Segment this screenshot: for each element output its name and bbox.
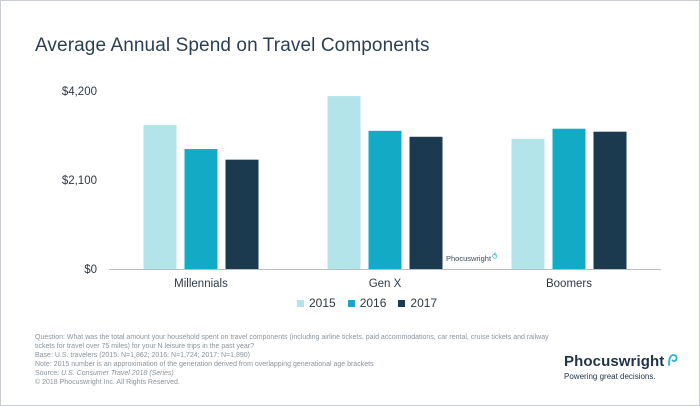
watermark-hook-icon: ⥀	[492, 252, 498, 261]
legend-label: 2016	[359, 296, 387, 310]
legend-item: 2017	[398, 296, 437, 310]
bar-millennials-2015	[143, 124, 177, 270]
category-label: Boomers	[546, 278, 592, 290]
brand-name: Phocuswright	[564, 353, 665, 370]
category-label: Gen X	[369, 278, 402, 290]
legend-swatch	[297, 299, 304, 307]
bar-boomers-2017	[593, 131, 627, 269]
legend-swatch	[347, 299, 355, 307]
bar-millennials-2016	[184, 149, 218, 269]
footnotes: Question: What was the total amount your…	[35, 334, 565, 387]
y-tick-label: $4,200	[62, 86, 97, 98]
legend-item: 2016	[347, 296, 387, 310]
source-prefix: Source:	[35, 369, 62, 377]
y-tick-label: $2,100	[62, 175, 97, 187]
y-axis-labels: $0 $2,100 $4,200	[62, 86, 97, 276]
generation-note: Note: 2015 number is an approximation of…	[35, 360, 374, 368]
question-note: Question: What was the total amount your…	[35, 334, 549, 350]
bar-gen-x-2017	[409, 136, 443, 269]
bar-gen-x-2015	[327, 96, 361, 269]
bar-chart: $0 $2,100 $4,200 Millennials Gen X Boomers	[62, 86, 661, 290]
brand-logo: Phocuswright Powering great decisions.	[564, 353, 678, 381]
bar-boomers-2016	[552, 128, 586, 269]
legend-label: 2017	[410, 296, 438, 310]
watermark-text: Phocuswright	[446, 254, 492, 263]
chart-watermark: Phocuswright ⥀	[446, 252, 498, 264]
legend-item: 2015	[297, 296, 336, 310]
copyright-note: © 2018 Phocuswright Inc. All Rights Rese…	[35, 378, 180, 386]
category-label: Millennials	[174, 278, 228, 290]
source-note: Source: U.S. Consumer Travel 2018 (Serie…	[35, 370, 565, 379]
bars	[143, 96, 627, 270]
legend-swatch	[398, 299, 406, 307]
base-note: Base: U.S. travelers (2015: N=1,862; 201…	[35, 351, 250, 359]
source-title: U.S. Consumer Travel 2018 (Series)	[61, 369, 174, 377]
chart-title: Average Annual Spend on Travel Component…	[35, 35, 430, 56]
brand-hook-icon	[668, 354, 678, 366]
legend-label: 2015	[309, 296, 336, 310]
y-tick-label: $0	[84, 264, 97, 276]
bar-gen-x-2016	[368, 130, 402, 269]
legend: 2015 2016 2017	[297, 296, 437, 310]
bar-millennials-2017	[225, 159, 259, 269]
bar-boomers-2015	[511, 138, 545, 269]
category-labels: Millennials Gen X Boomers	[174, 278, 592, 290]
brand-tagline: Powering great decisions.	[564, 372, 656, 381]
